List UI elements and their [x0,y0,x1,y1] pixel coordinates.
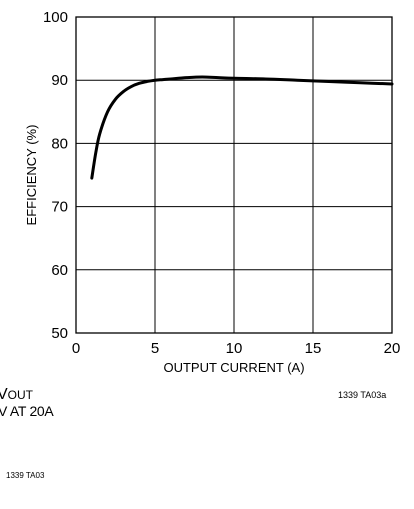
figure-code-2: 1339 TA03 [6,471,45,480]
y-tick-80: 80 [51,135,68,152]
x-tick-20: 20 [384,340,401,357]
x-tick-10: 10 [226,340,243,357]
y-tick-90: 90 [51,72,68,89]
x-axis-label: OUTPUT CURRENT (A) [163,360,304,375]
y-tick-labels: 50 60 70 80 90 100 [43,9,68,342]
plot-frame [75,16,393,334]
y-tick-50: 50 [51,325,68,342]
y-axis-label: EFFICIENCY (%) [24,125,39,226]
x-tick-labels: 0 5 10 15 20 [72,340,401,357]
y-tick-100: 100 [43,9,68,26]
figure-code: 1339 TA03a [338,390,387,400]
series-lines [90,75,394,180]
x-tick-15: 15 [305,340,322,357]
chart-grid [76,17,392,333]
series-line-0 [90,75,394,180]
current-fragment: V AT 20A [0,403,54,419]
x-tick-5: 5 [151,340,159,357]
vout-fragment: VOUT [0,386,34,403]
y-tick-70: 70 [51,199,68,216]
vout-subscript: OUT [7,388,34,402]
y-tick-60: 60 [51,262,68,279]
x-tick-0: 0 [72,340,80,357]
